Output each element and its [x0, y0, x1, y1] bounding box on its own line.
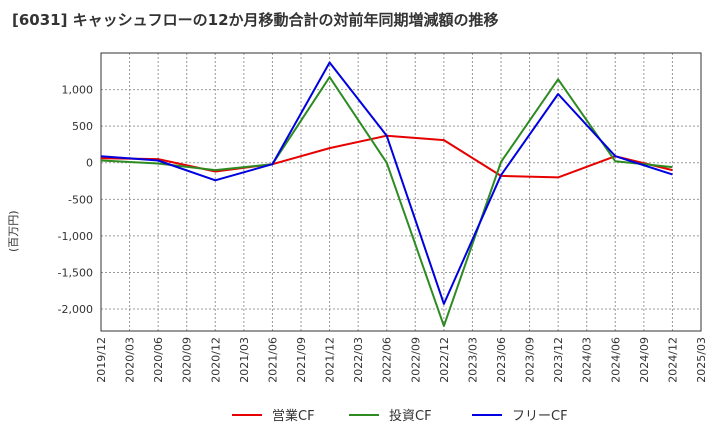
y-tick-label: -1,500	[58, 266, 93, 279]
x-tick-label: 2020/06	[152, 337, 165, 383]
legend-label: フリーCF	[512, 409, 568, 424]
plot-area	[101, 53, 701, 331]
x-tick-label: 2024/03	[581, 337, 594, 383]
x-tick-label: 2021/12	[324, 337, 337, 383]
plot-border	[100, 52, 702, 332]
x-tick-label: 2019/12	[95, 337, 108, 383]
x-tick-label: 2024/06	[609, 337, 622, 383]
y-tick-label: -2,000	[58, 303, 93, 316]
y-tick-label: 1,000	[62, 84, 94, 97]
x-tick-label: 2021/09	[295, 337, 308, 383]
x-tick-label: 2022/03	[352, 337, 365, 383]
x-tick-label: 2024/09	[638, 337, 651, 383]
x-tick-label: 2022/12	[438, 337, 451, 383]
x-tick-label: 2022/06	[381, 337, 394, 383]
x-tick-label: 2025/03	[695, 337, 708, 383]
x-tick-label: 2022/09	[409, 337, 422, 383]
x-tick-label: 2023/12	[552, 337, 565, 383]
x-tick-label: 2021/03	[238, 337, 251, 383]
x-tick-label: 2020/12	[209, 337, 222, 383]
x-tick-label: 2020/09	[181, 337, 194, 383]
y-tick-label: 0	[86, 157, 93, 170]
y-tick-label: -500	[68, 193, 93, 206]
legend-label: 営業CF	[272, 408, 315, 424]
x-tick-label: 2020/03	[124, 337, 137, 383]
x-tick-label: 2024/12	[666, 337, 679, 383]
y-tick-label: 500	[72, 120, 93, 133]
legend-label: 投資CF	[389, 408, 432, 424]
x-tick-label: 2023/06	[495, 337, 508, 383]
y-tick-label: -1,000	[58, 230, 93, 243]
x-tick-label: 2023/09	[524, 337, 537, 383]
x-tick-label: 2023/03	[466, 337, 479, 383]
chart-title: [6031] キャッシュフローの12か月移動合計の対前年同期増減額の推移	[12, 11, 499, 29]
x-tick-label: 2021/06	[266, 337, 279, 383]
